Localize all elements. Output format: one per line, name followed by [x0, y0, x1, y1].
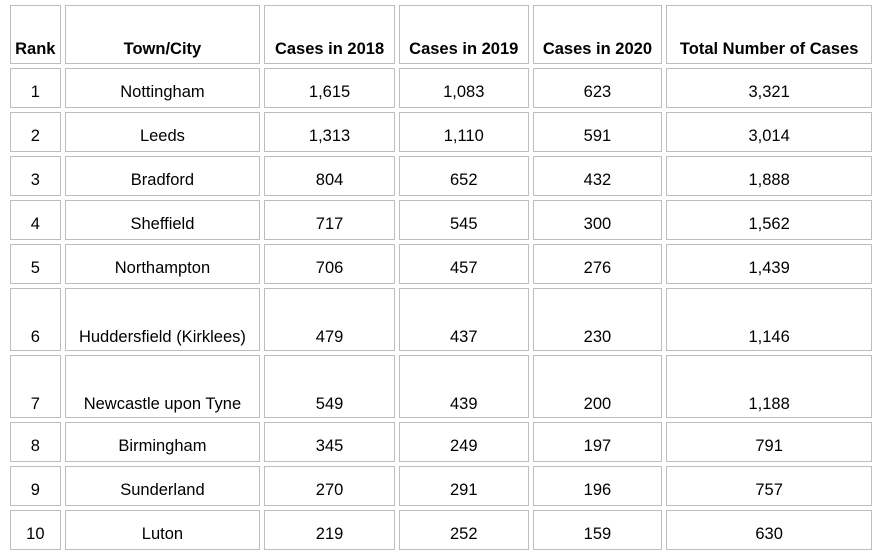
cell-cases-2019: 1,083: [398, 68, 529, 108]
cell-cases-2019: 457: [398, 244, 529, 284]
cell-town-city: Huddersfield (Kirklees): [64, 288, 261, 351]
table-row: 7 Newcastle upon Tyne 549 439 200 1,188: [10, 355, 872, 418]
cell-total-cases: 1,439: [666, 244, 872, 284]
header-cases-2020: Cases in 2020: [532, 5, 663, 64]
cell-cases-2020: 230: [532, 288, 663, 351]
cell-cases-2020: 432: [532, 156, 663, 196]
cell-cases-2020: 591: [532, 112, 663, 152]
cell-rank: 1: [10, 68, 61, 108]
cell-total-cases: 3,014: [666, 112, 872, 152]
cell-cases-2019: 252: [398, 510, 529, 550]
table-row: 4 Sheffield 717 545 300 1,562: [10, 200, 872, 240]
cell-cases-2020: 200: [532, 355, 663, 418]
cell-cases-2018: 1,313: [264, 112, 395, 152]
cell-cases-2020: 276: [532, 244, 663, 284]
cell-rank: 5: [10, 244, 61, 284]
table-row: 2 Leeds 1,313 1,110 591 3,014: [10, 112, 872, 152]
cell-cases-2020: 159: [532, 510, 663, 550]
cell-cases-2018: 549: [264, 355, 395, 418]
cell-cases-2020: 623: [532, 68, 663, 108]
cell-cases-2019: 437: [398, 288, 529, 351]
cell-cases-2020: 196: [532, 466, 663, 506]
cell-total-cases: 1,146: [666, 288, 872, 351]
table-row: 3 Bradford 804 652 432 1,888: [10, 156, 872, 196]
header-rank: Rank: [10, 5, 61, 64]
cell-cases-2018: 270: [264, 466, 395, 506]
table-row: 5 Northampton 706 457 276 1,439: [10, 244, 872, 284]
cell-town-city: Newcastle upon Tyne: [64, 355, 261, 418]
cell-cases-2019: 291: [398, 466, 529, 506]
cell-cases-2018: 804: [264, 156, 395, 196]
cell-rank: 6: [10, 288, 61, 351]
cell-cases-2018: 706: [264, 244, 395, 284]
header-cases-2019: Cases in 2019: [398, 5, 529, 64]
cell-rank: 8: [10, 422, 61, 462]
cell-cases-2019: 545: [398, 200, 529, 240]
table-row: 6 Huddersfield (Kirklees) 479 437 230 1,…: [10, 288, 872, 351]
cell-cases-2018: 345: [264, 422, 395, 462]
cell-town-city: Northampton: [64, 244, 261, 284]
cell-rank: 3: [10, 156, 61, 196]
table-row: 8 Birmingham 345 249 197 791: [10, 422, 872, 462]
cell-cases-2018: 717: [264, 200, 395, 240]
cell-town-city: Sheffield: [64, 200, 261, 240]
cell-total-cases: 1,188: [666, 355, 872, 418]
cell-town-city: Sunderland: [64, 466, 261, 506]
cell-town-city: Leeds: [64, 112, 261, 152]
cell-town-city: Nottingham: [64, 68, 261, 108]
cell-total-cases: 1,562: [666, 200, 872, 240]
cell-cases-2020: 197: [532, 422, 663, 462]
cell-cases-2019: 652: [398, 156, 529, 196]
cell-rank: 2: [10, 112, 61, 152]
cell-total-cases: 1,888: [666, 156, 872, 196]
cell-cases-2019: 249: [398, 422, 529, 462]
cell-rank: 10: [10, 510, 61, 550]
cell-town-city: Birmingham: [64, 422, 261, 462]
header-row: Rank Town/City Cases in 2018 Cases in 20…: [10, 5, 872, 64]
cell-total-cases: 757: [666, 466, 872, 506]
cases-table-container: Rank Town/City Cases in 2018 Cases in 20…: [10, 5, 872, 550]
cell-cases-2019: 439: [398, 355, 529, 418]
table-row: 9 Sunderland 270 291 196 757: [10, 466, 872, 506]
cell-total-cases: 630: [666, 510, 872, 550]
cell-cases-2019: 1,110: [398, 112, 529, 152]
cell-cases-2018: 219: [264, 510, 395, 550]
cases-table: Rank Town/City Cases in 2018 Cases in 20…: [6, 1, 876, 554]
cell-rank: 4: [10, 200, 61, 240]
cell-town-city: Bradford: [64, 156, 261, 196]
cell-town-city: Luton: [64, 510, 261, 550]
cell-cases-2020: 300: [532, 200, 663, 240]
table-row: 10 Luton 219 252 159 630: [10, 510, 872, 550]
cell-rank: 7: [10, 355, 61, 418]
header-cases-2018: Cases in 2018: [264, 5, 395, 64]
cell-total-cases: 791: [666, 422, 872, 462]
cell-cases-2018: 479: [264, 288, 395, 351]
cell-cases-2018: 1,615: [264, 68, 395, 108]
table-row: 1 Nottingham 1,615 1,083 623 3,321: [10, 68, 872, 108]
cell-total-cases: 3,321: [666, 68, 872, 108]
header-town-city: Town/City: [64, 5, 261, 64]
cell-rank: 9: [10, 466, 61, 506]
header-total-cases: Total Number of Cases: [666, 5, 872, 64]
